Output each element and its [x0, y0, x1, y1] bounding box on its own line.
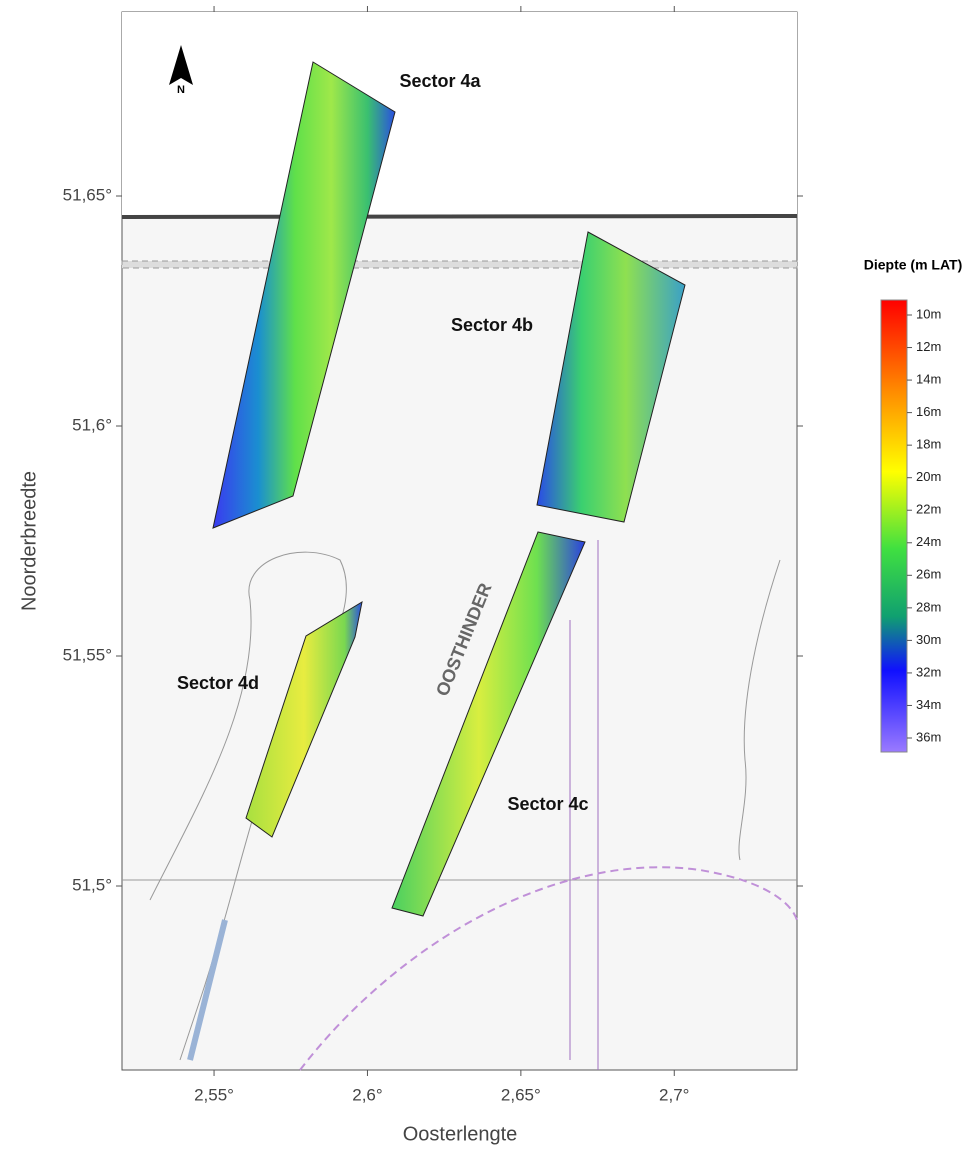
y-tick-label: 51,5°: [72, 875, 112, 894]
axis-ticks: 2,55° 2,6° 2,65° 2,7° 51,5° 51,55° 51,6° 51,65°…: [63, 6, 941, 1104]
x-axis-title: Oosterlengte: [403, 1123, 518, 1145]
legend-label: 24m: [916, 534, 941, 549]
north-arrow: [169, 45, 193, 85]
legend-label: 20m: [916, 469, 941, 484]
color-bar: [880, 299, 908, 753]
legend-label: 30m: [916, 632, 941, 647]
legend-label: 32m: [916, 664, 941, 679]
x-tick-label: 2,6°: [352, 1085, 382, 1104]
x-tick-label: 2,7°: [659, 1085, 689, 1104]
legend-label: 26m: [916, 567, 941, 582]
sector-4b-survey: [536, 231, 686, 523]
sector-4a-survey: [212, 61, 396, 529]
compass-rose: [299, 866, 798, 1071]
legend-label: 34m: [916, 697, 941, 712]
x-tick-label: 2,55°: [194, 1085, 234, 1104]
sector-label: Sector 4c: [507, 794, 588, 814]
legend-label: 14m: [916, 372, 941, 387]
sector-4d-survey: [245, 600, 363, 838]
y-axis-title: Noorderbreedte: [18, 471, 40, 611]
x-tick-label: 2,65°: [501, 1085, 541, 1104]
depth-contour: [738, 559, 781, 861]
sector-4c-survey: [391, 531, 586, 917]
legend-title: Diepte (m LAT): [864, 257, 963, 273]
shoal: [187, 919, 228, 1061]
legend-label: 18m: [916, 437, 941, 452]
legend-label: 12m: [916, 339, 941, 354]
legend-label: 28m: [916, 599, 941, 614]
sector-label: Sector 4a: [399, 71, 481, 91]
north-label: N: [177, 84, 185, 96]
legend-label: 10m: [916, 306, 941, 321]
legend-label: 22m: [916, 502, 941, 517]
y-tick-label: 51,55°: [63, 645, 112, 664]
legend-label: 16m: [916, 404, 941, 419]
shipping-lane: [121, 260, 798, 269]
y-tick-label: 51,6°: [72, 415, 112, 434]
sector-label: Sector 4d: [177, 673, 259, 693]
legend-label: 36m: [916, 729, 941, 744]
y-tick-label: 51,65°: [63, 185, 112, 204]
border-line: [121, 214, 798, 219]
sector-label: Sector 4b: [451, 315, 533, 335]
land-area: [122, 12, 797, 217]
